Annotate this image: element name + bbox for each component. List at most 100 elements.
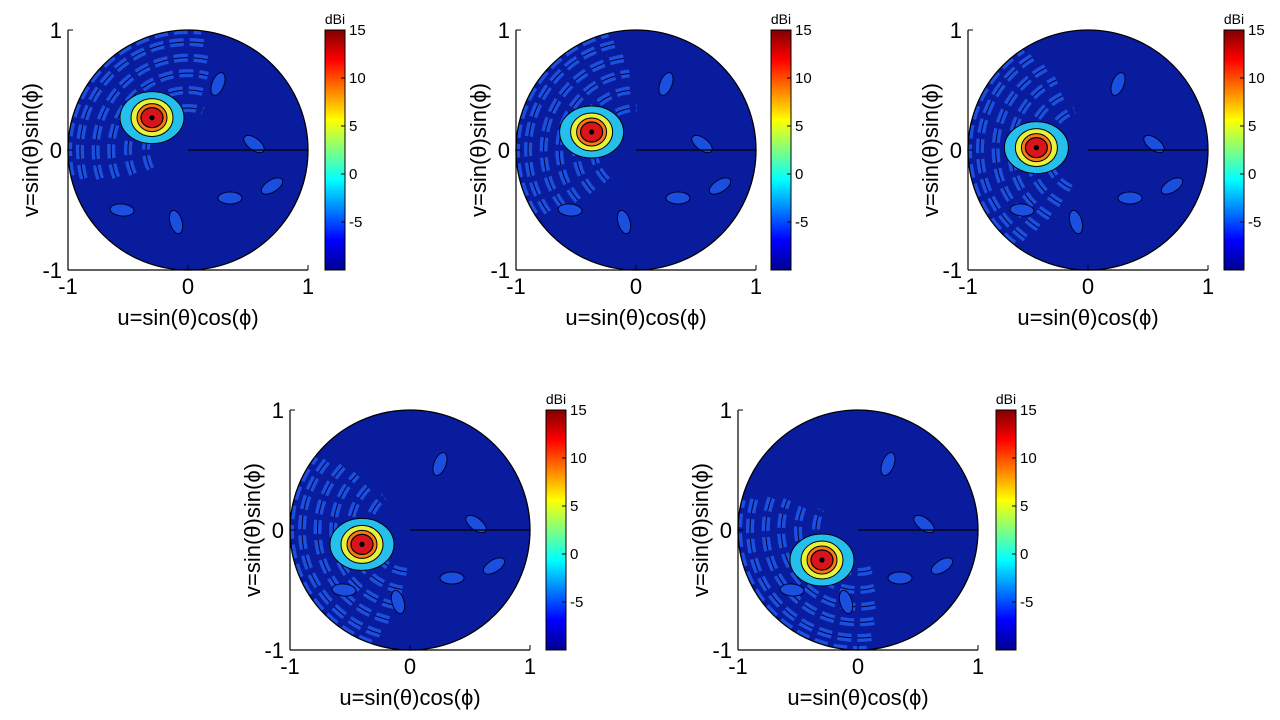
colorbar: 15 10 5 0 -5 dBi — [995, 391, 1037, 651]
ripple-contour — [543, 57, 624, 208]
colorbar-tick-label: -5 — [1248, 214, 1261, 231]
beam-peak-marker — [589, 129, 595, 135]
x-tick-label: -1 — [958, 274, 978, 299]
pattern-panel-5: -1 0 1 -1 0 1 u=sin(θ)cos(ϕ) v=sin(θ)sin(ϕ) 15 10… — [688, 391, 1037, 710]
x-tick-label: -1 — [58, 274, 78, 299]
pattern-panel-2: -1 0 1 -1 0 1 u=sin(θ)cos(ϕ) v=sin(θ)sin(ϕ) 15 10… — [466, 11, 812, 330]
x-tick-label: -1 — [728, 654, 748, 679]
colorbar-tick-label: 15 — [1248, 22, 1265, 39]
side-lobe-patch — [887, 571, 913, 585]
y-tick-label: 1 — [272, 398, 284, 423]
x-tick-label: 1 — [750, 274, 762, 299]
x-axis-label: u=sin(θ)cos(ϕ) — [1017, 305, 1158, 330]
side-lobe-patch — [1160, 177, 1184, 195]
ripple-contour — [79, 41, 206, 179]
x-tick-label: 1 — [524, 654, 536, 679]
y-tick-label: 1 — [498, 18, 510, 43]
side-lobe-patch — [1143, 134, 1165, 154]
x-axis-label: u=sin(θ)cos(ϕ) — [787, 685, 928, 710]
beam-peak-marker — [359, 541, 365, 548]
side-lobe-patch — [1068, 209, 1084, 235]
colorbar-tick-label: 5 — [1248, 118, 1256, 135]
beam-peak-marker — [1033, 145, 1039, 151]
colorbar-tick-label: 10 — [1020, 450, 1037, 467]
colorbar-tick-label: 10 — [570, 450, 587, 467]
colorbar-tick-label: 15 — [570, 402, 587, 419]
beam-peak-marker — [149, 115, 155, 121]
y-tick-label: 1 — [950, 18, 962, 43]
colorbar-tick-label: 15 — [349, 22, 366, 39]
side-lobe-patch — [432, 452, 448, 476]
side-lobe-patch — [439, 571, 465, 585]
ripple-contour — [95, 57, 208, 179]
ripple-contour — [317, 466, 390, 621]
x-tick-label: 0 — [182, 274, 194, 299]
y-tick-label: 0 — [720, 518, 732, 543]
colorbar-tick-label: -5 — [1020, 594, 1033, 611]
y-axis-label: v=sin(θ)sin(ϕ) — [466, 83, 491, 217]
colorbar-title: dBi — [1224, 11, 1244, 27]
pattern-panel-4: -1 0 1 -1 0 1 u=sin(θ)cos(ϕ) v=sin(θ)sin(ϕ) 15 10… — [240, 391, 587, 710]
y-axis-label: v=sin(θ)sin(ϕ) — [688, 463, 713, 597]
main-beam — [119, 91, 185, 145]
x-tick-label: 1 — [302, 274, 314, 299]
y-tick-label: 1 — [720, 398, 732, 423]
colorbar-tick-label: 0 — [1020, 546, 1028, 563]
colorbar-tick-label: -5 — [349, 214, 362, 231]
main-beam — [559, 105, 625, 159]
y-tick-label: 0 — [950, 138, 962, 163]
x-axis-label: u=sin(θ)cos(ϕ) — [565, 305, 706, 330]
colorbar-title: dBi — [996, 391, 1016, 407]
colorbar: 15 10 5 0 -5 dBi — [1223, 11, 1265, 271]
x-tick-label: 1 — [972, 654, 984, 679]
colorbar-tick-label: 5 — [349, 118, 357, 135]
side-lobe-patch — [390, 589, 406, 615]
colorbar-tick-label: 15 — [1020, 402, 1037, 419]
side-lobe-patch — [880, 452, 896, 476]
colorbar-tick-label: 0 — [795, 166, 803, 183]
side-lobe-patch — [557, 203, 583, 217]
colorbar-tick-label: 0 — [570, 546, 578, 563]
x-tick-label: -1 — [506, 274, 526, 299]
y-tick-label: -1 — [490, 258, 510, 283]
colorbar-tick-label: 10 — [1248, 70, 1265, 87]
y-axis-label: v=sin(θ)sin(ϕ) — [240, 463, 265, 597]
colorbar: 15 10 5 0 -5 dBi — [324, 11, 366, 271]
side-lobe-patch — [1117, 191, 1143, 205]
y-tick-label: -1 — [942, 258, 962, 283]
colorbar-tick-label: 5 — [795, 118, 803, 135]
side-lobe-patch — [691, 134, 713, 154]
colorbar-gradient — [1223, 29, 1245, 271]
y-tick-label: -1 — [42, 258, 62, 283]
y-tick-label: -1 — [712, 638, 732, 663]
side-lobe-patch — [331, 583, 357, 597]
colorbar-tick-label: -5 — [795, 214, 808, 231]
colorbar: 15 10 5 0 -5 dBi — [770, 11, 812, 271]
main-beam — [789, 533, 855, 587]
side-lobe-patch — [210, 72, 226, 96]
side-lobe-patch — [658, 72, 674, 96]
colorbar-gradient — [770, 29, 792, 271]
y-axis-label: v=sin(θ)sin(ϕ) — [918, 83, 943, 217]
x-axis-label: u=sin(θ)cos(ϕ) — [117, 305, 258, 330]
colorbar-title: dBi — [546, 391, 566, 407]
colorbar-tick-label: 10 — [795, 70, 812, 87]
pattern-panel-1: -1 0 1 -1 0 1 u=sin(θ)cos(ϕ) v=sin(θ)sin(ϕ) 15 10… — [18, 11, 366, 330]
side-lobe-patch — [243, 134, 265, 154]
x-tick-label: 0 — [630, 274, 642, 299]
colorbar-tick-label: 10 — [349, 70, 366, 87]
main-beam — [329, 517, 395, 571]
colorbar-gradient — [995, 409, 1017, 651]
ripple-contour — [749, 497, 872, 639]
beam-peak-marker — [819, 557, 825, 563]
side-lobe-patch — [779, 583, 805, 597]
y-tick-label: 1 — [50, 18, 62, 43]
side-lobe-patch — [465, 514, 487, 534]
colorbar-tick-label: 15 — [795, 22, 812, 39]
colorbar-tick-label: 0 — [349, 166, 357, 183]
x-tick-label: -1 — [280, 654, 300, 679]
colorbar-title: dBi — [325, 11, 345, 27]
y-tick-label: 0 — [272, 518, 284, 543]
y-tick-label: 0 — [498, 138, 510, 163]
